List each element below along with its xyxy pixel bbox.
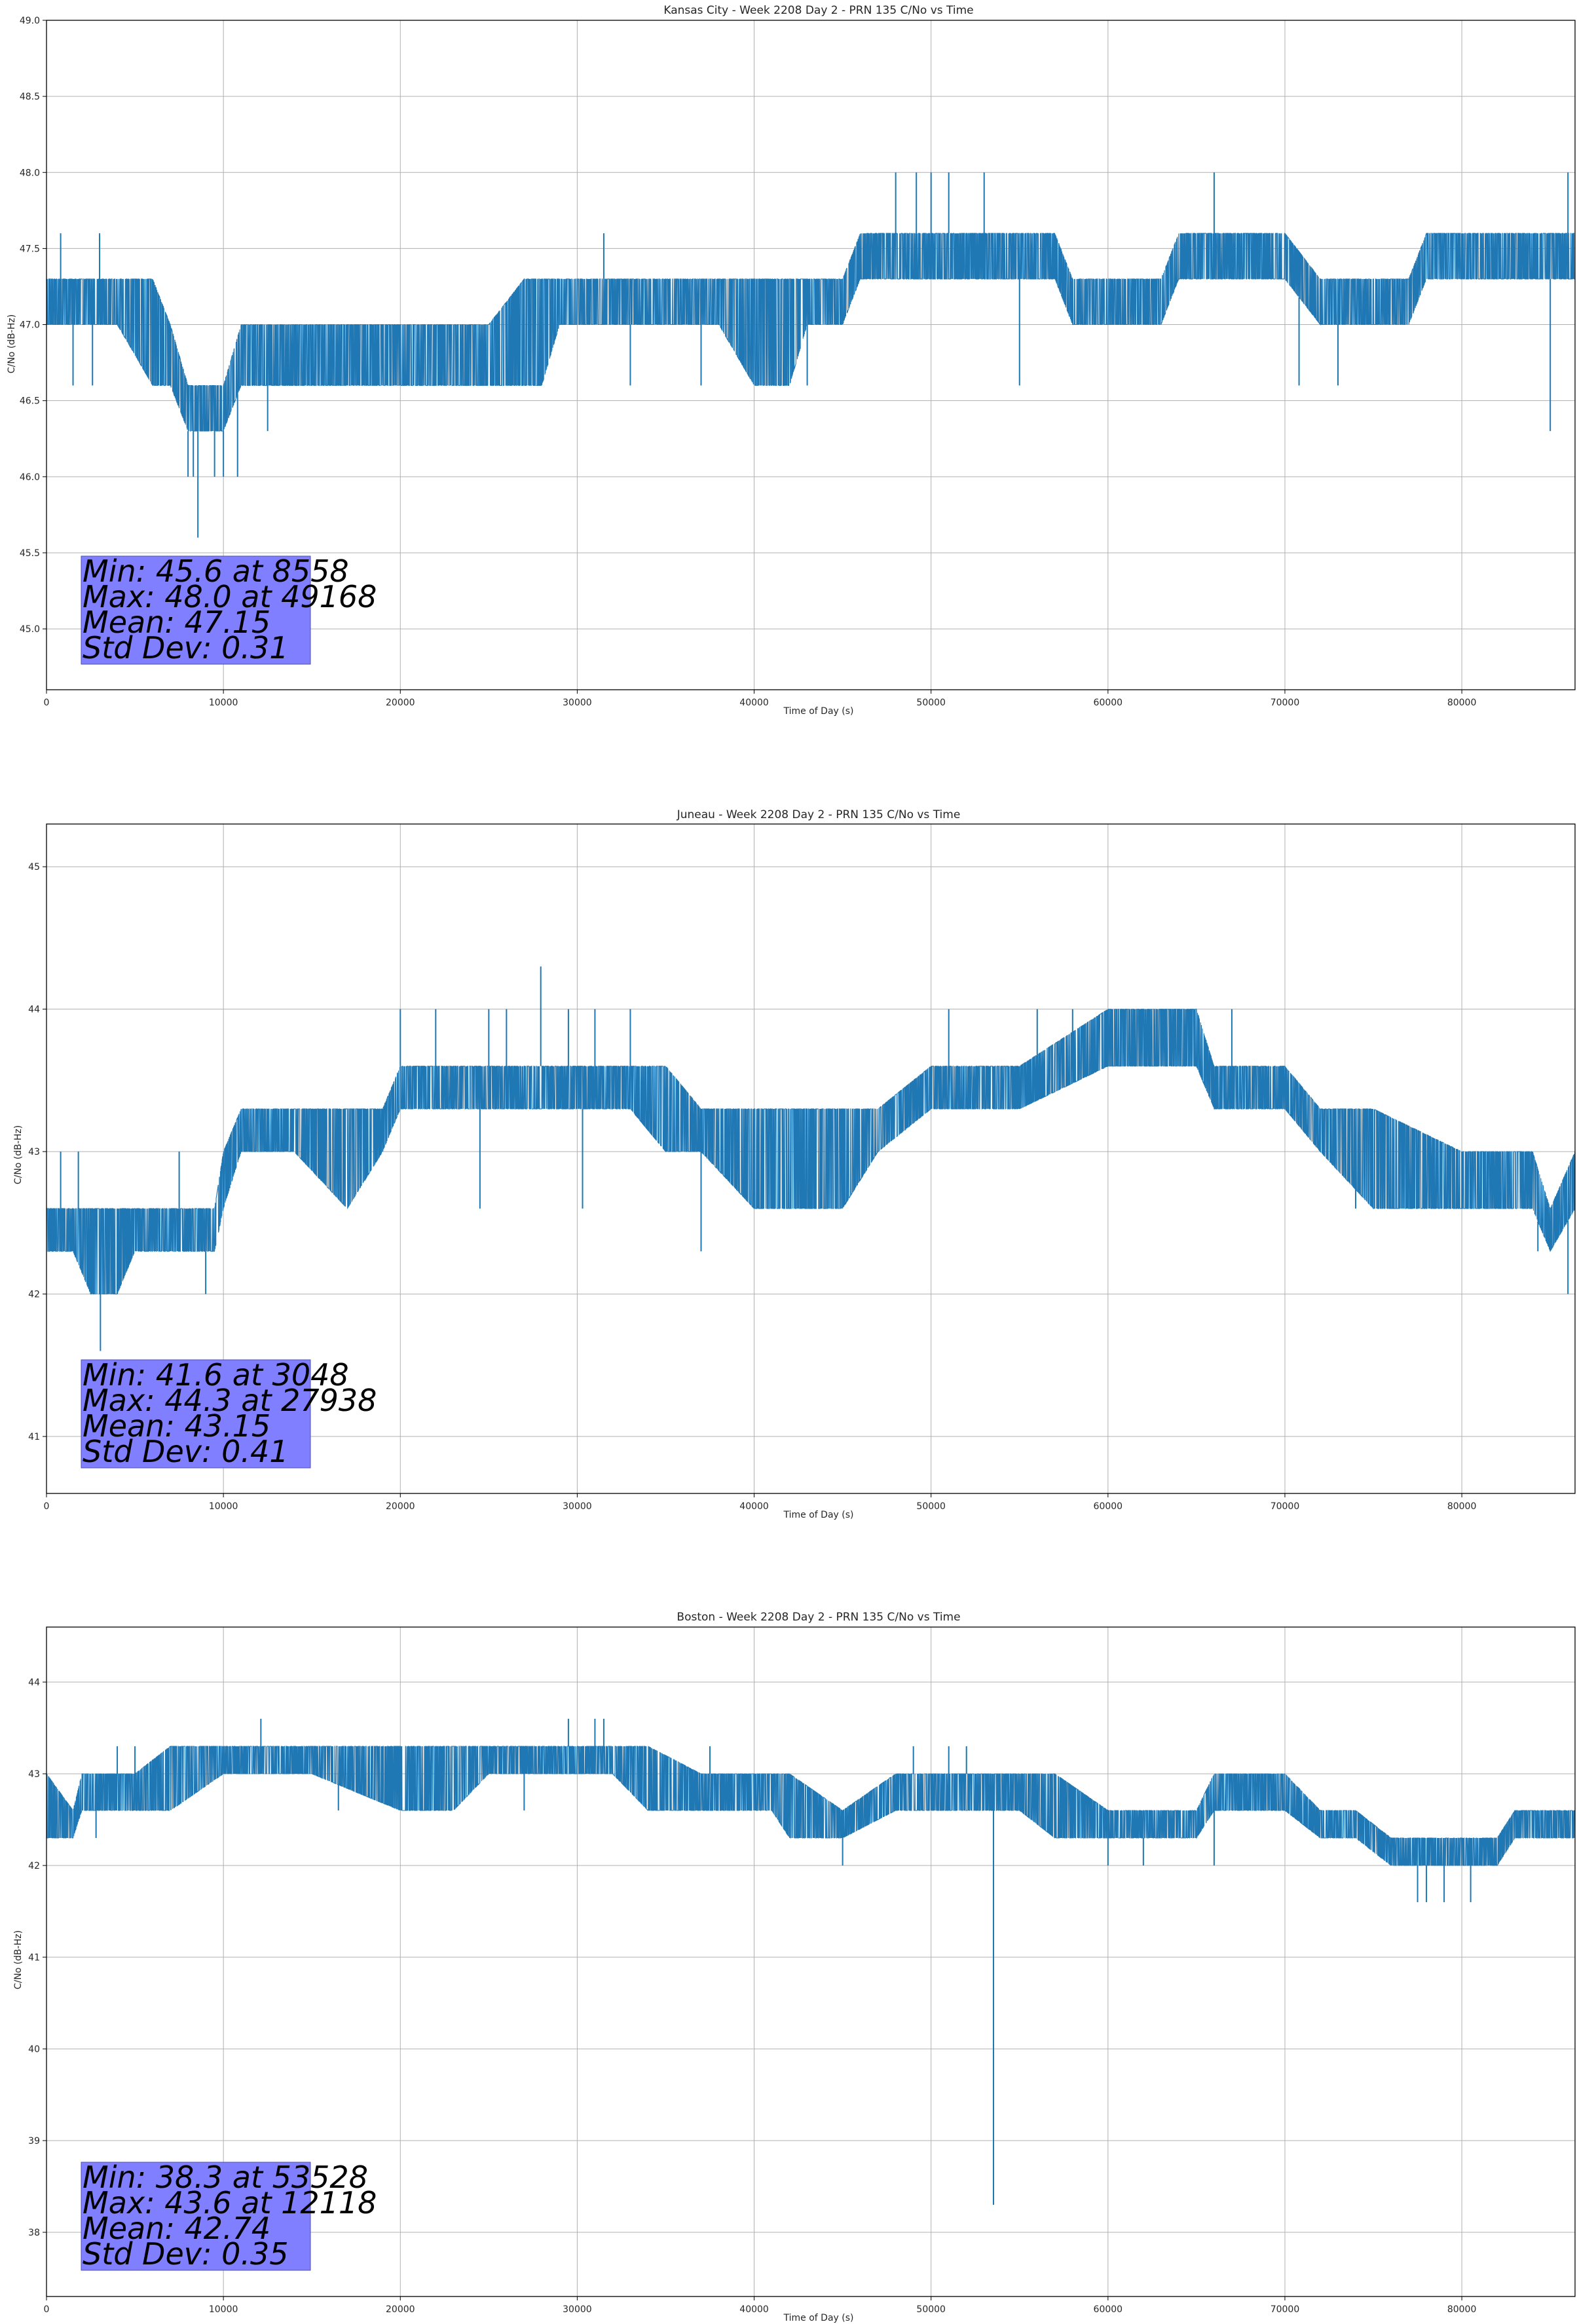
x-tick-label: 20000 [386,698,415,708]
x-axis-label: Time of Day (s) [783,1510,854,1520]
x-tick-label: 70000 [1271,1501,1300,1512]
x-tick-label: 0 [44,2304,50,2315]
x-tick-label: 20000 [386,1501,415,1512]
x-tick-label: 60000 [1094,2304,1123,2315]
y-tick-label: 43 [28,1147,40,1157]
cno-trace-band [46,1008,1576,1295]
x-tick-label: 50000 [916,2304,946,2315]
plot-frame [46,823,1576,1494]
x-tick-label: 70000 [1271,2304,1300,2315]
x-tick-label: 30000 [563,2304,592,2315]
tick-layer: 0 10000 20000 30000 40000 50000 60000 70000 8000… [28,1677,1476,2315]
stats-std-dev: Std Dev: 0.31 [83,630,289,665]
y-tick-label: 39 [28,2136,40,2146]
stats-min: Min: 41.6 at 3048 [83,1357,349,1393]
x-tick-label: 80000 [1447,1501,1477,1512]
cno-trace-band [46,1746,1575,1866]
cno-trace-band [46,232,1575,432]
y-tick-label: 42 [28,1861,40,1871]
x-tick-label: 60000 [1094,1501,1123,1512]
x-tick-label: 70000 [1271,698,1300,708]
y-tick-label: 45.0 [20,624,40,635]
y-tick-label: 47.5 [20,244,40,254]
y-tick-label: 44 [28,1677,40,1688]
x-tick-label: 80000 [1447,2304,1477,2315]
y-axis-label: C/No (dB-Hz) [13,1930,24,1989]
x-tick-label: 80000 [1447,698,1477,708]
chart-title: Kansas City - Week 2208 Day 2 - PRN 135 … [663,4,973,17]
y-tick-label: 45 [28,862,40,872]
chart-title: Juneau - Week 2208 Day 2 - PRN 135 C/No … [677,808,961,821]
y-tick-label: 46.0 [20,472,40,483]
x-tick-label: 20000 [386,2304,415,2315]
tick-layer: 0 10000 20000 30000 40000 50000 60000 70000 8000… [28,862,1476,1512]
y-axis-label: C/No (dB-Hz) [7,314,17,373]
data-layer [46,1719,1575,2205]
x-tick-label: 40000 [739,1501,769,1512]
chart-boston: Boston - Week 2208 Day 2 - PRN 135 C/No … [13,1611,1576,2323]
data-layer [46,966,1576,1351]
y-tick-label: 45.5 [20,548,40,559]
x-tick-label: 0 [44,698,50,708]
y-tick-label: 40 [28,2044,40,2055]
x-tick-label: 50000 [916,1501,946,1512]
chart-kansas-city: Kansas City - Week 2208 Day 2 - PRN 135 … [7,4,1576,717]
y-tick-label: 46.5 [20,396,40,407]
y-axis-label: C/No (dB-Hz) [13,1125,24,1184]
data-layer [46,172,1575,538]
x-tick-label: 0 [44,1501,50,1512]
y-tick-label: 47.0 [20,320,40,331]
stats-annotation-background [81,1359,311,1469]
stats-annotation-background [81,555,311,665]
y-tick-label: 49.0 [20,16,40,26]
y-tick-label: 48.5 [20,92,40,102]
plot-frame [46,20,1576,690]
x-tick-label: 10000 [209,1501,238,1512]
y-tick-label: 41 [28,1432,40,1442]
stats-annotation: Min: 41.6 at 3048 Max: 44.3 at 27938 Mea… [81,1357,377,1469]
stats-mean: Mean: 42.74 [83,2211,270,2246]
y-tick-label: 41 [28,1953,40,1963]
x-tick-label: 10000 [209,2304,238,2315]
stats-annotation: Min: 45.6 at 8558 Max: 48.0 at 49168 Mea… [81,553,377,665]
x-axis-label: Time of Day (s) [783,2313,854,2323]
stats-annotation-background [81,2162,311,2271]
stats-mean: Mean: 43.15 [83,1408,270,1444]
stats-std-dev: Std Dev: 0.35 [83,2236,289,2272]
plot-frame [46,1626,1576,2297]
stats-annotation: Min: 38.3 at 53528 Max: 43.6 at 12118 Me… [81,2160,377,2272]
stats-std-dev: Std Dev: 0.41 [83,1434,289,1469]
chart-title: Boston - Week 2208 Day 2 - PRN 135 C/No … [677,1611,960,1624]
x-tick-label: 60000 [1094,698,1123,708]
grid-layer [46,824,1575,1493]
x-tick-label: 10000 [209,698,238,708]
stats-min: Min: 38.3 at 53528 [83,2160,368,2195]
x-axis-label: Time of Day (s) [783,706,854,717]
stats-max: Max: 48.0 at 49168 [83,579,377,614]
y-tick-label: 43 [28,1769,40,1780]
stats-max: Max: 44.3 at 27938 [83,1383,377,1418]
stats-mean: Mean: 47.15 [83,605,270,640]
x-tick-label: 50000 [916,698,946,708]
x-tick-label: 40000 [739,2304,769,2315]
x-tick-label: 30000 [563,698,592,708]
y-tick-label: 44 [28,1005,40,1015]
stats-max: Max: 43.6 at 12118 [83,2185,377,2221]
y-tick-label: 42 [28,1290,40,1300]
stats-min: Min: 45.6 at 8558 [83,553,349,589]
x-tick-label: 30000 [563,1501,592,1512]
x-tick-label: 40000 [739,698,769,708]
chart-juneau: Juneau - Week 2208 Day 2 - PRN 135 C/No … [13,808,1576,1520]
grid-layer [46,1627,1575,2296]
y-tick-label: 38 [28,2228,40,2238]
y-tick-label: 48.0 [20,168,40,178]
tick-layer: 0 10000 20000 30000 40000 50000 60000 70000 8000… [20,16,1477,708]
